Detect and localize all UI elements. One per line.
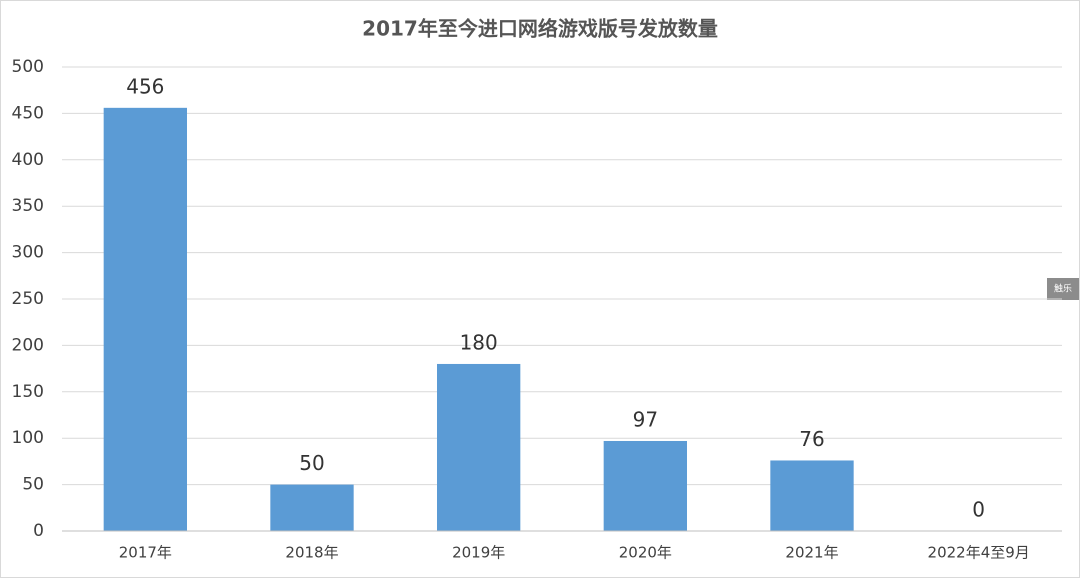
x-tick-label: 2021年	[785, 544, 838, 562]
y-tick-label: 350	[12, 196, 44, 216]
y-tick-label: 0	[33, 521, 44, 541]
watermark: 触乐	[1054, 283, 1072, 295]
bar	[437, 363, 521, 531]
bar	[270, 484, 354, 531]
y-tick-label: 200	[12, 335, 44, 355]
y-tick-label: 450	[12, 103, 44, 123]
y-tick-label: 300	[12, 243, 44, 263]
data-label: 50	[299, 451, 324, 475]
chart-title: 2017年至今进口网络游戏版号发放数量	[362, 17, 718, 41]
watermark-box	[1047, 278, 1079, 300]
bar	[603, 440, 687, 531]
x-tick-label: 2022年4至9月	[928, 544, 1030, 562]
data-label: 456	[126, 74, 164, 98]
data-label: 76	[799, 427, 824, 451]
x-tick-label: 2018年	[285, 544, 338, 562]
x-tick-label: 2017年	[119, 544, 172, 562]
y-tick-label: 100	[12, 428, 44, 448]
data-label: 97	[633, 407, 658, 431]
x-tick-label: 2019年	[452, 544, 505, 562]
y-tick-label: 400	[12, 150, 44, 170]
bar	[103, 107, 187, 531]
y-tick-label: 50	[22, 475, 44, 495]
data-label: 180	[460, 330, 498, 354]
y-tick-label: 150	[12, 382, 44, 402]
data-label: 0	[972, 498, 985, 522]
y-tick-label: 250	[12, 289, 44, 309]
bar	[770, 460, 854, 531]
x-tick-label: 2020年	[619, 544, 672, 562]
y-tick-label: 500	[12, 57, 44, 77]
